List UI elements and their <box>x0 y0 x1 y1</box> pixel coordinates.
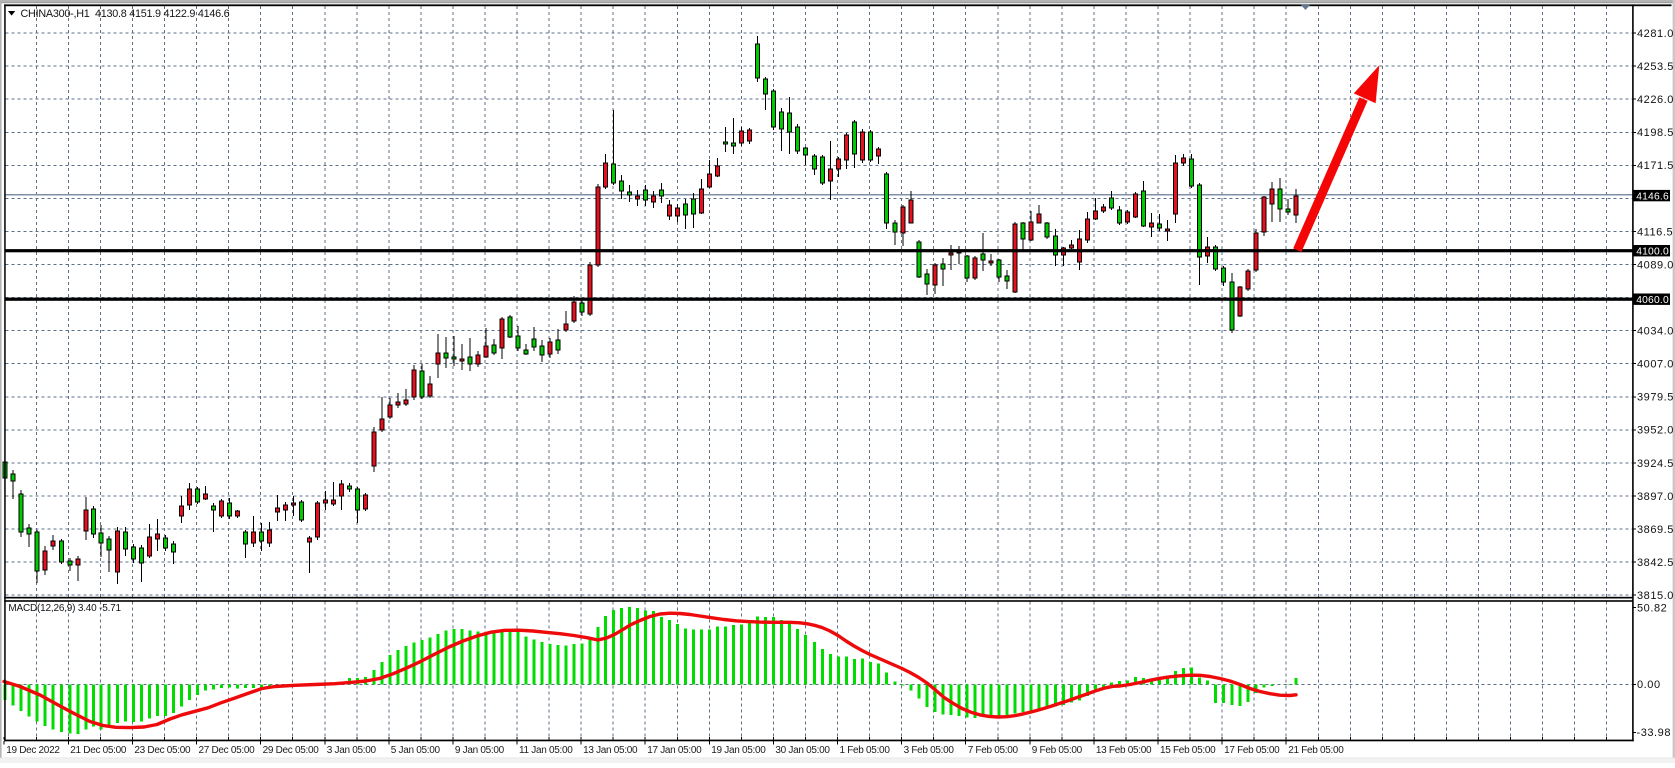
svg-text:1 Feb 05:00: 1 Feb 05:00 <box>840 745 891 756</box>
svg-text:4226.0: 4226.0 <box>1637 94 1674 106</box>
svg-text:13 Jan 05:00: 13 Jan 05:00 <box>583 745 638 756</box>
svg-text:30 Jan 05:00: 30 Jan 05:00 <box>775 745 830 756</box>
svg-text:MACD(12,26,9) 3.40 -5.71: MACD(12,26,9) 3.40 -5.71 <box>8 603 121 614</box>
svg-text:19 Jan 05:00: 19 Jan 05:00 <box>711 745 766 756</box>
svg-text:3 Feb 05:00: 3 Feb 05:00 <box>904 745 955 756</box>
svg-text:13 Feb 05:00: 13 Feb 05:00 <box>1096 745 1152 756</box>
svg-text:3842.5: 3842.5 <box>1637 557 1674 569</box>
svg-text:3897.0: 3897.0 <box>1637 491 1674 503</box>
svg-text:9 Jan 05:00: 9 Jan 05:00 <box>455 745 505 756</box>
svg-text:17 Feb 05:00: 17 Feb 05:00 <box>1224 745 1280 756</box>
svg-text:3815.0: 3815.0 <box>1637 590 1674 602</box>
svg-text:15 Feb 05:00: 15 Feb 05:00 <box>1160 745 1216 756</box>
svg-text:4034.0: 4034.0 <box>1637 326 1674 338</box>
svg-text:23 Dec 05:00: 23 Dec 05:00 <box>134 745 191 756</box>
svg-text:11 Jan 05:00: 11 Jan 05:00 <box>519 745 573 756</box>
svg-text:19 Dec 2022: 19 Dec 2022 <box>6 745 60 756</box>
svg-text:3979.5: 3979.5 <box>1637 392 1674 404</box>
svg-text:4281.0: 4281.0 <box>1637 28 1674 40</box>
svg-text:5 Jan 05:00: 5 Jan 05:00 <box>391 745 441 756</box>
svg-text:50.82: 50.82 <box>1637 603 1667 615</box>
svg-text:17 Jan 05:00: 17 Jan 05:00 <box>647 745 702 756</box>
svg-text:4198.5: 4198.5 <box>1637 127 1674 139</box>
svg-text:3 Jan 05:00: 3 Jan 05:00 <box>327 745 377 756</box>
svg-text:3952.0: 3952.0 <box>1637 425 1674 437</box>
svg-text:21 Feb 05:00: 21 Feb 05:00 <box>1288 745 1344 756</box>
svg-text:CHINA300-,H1 4130.8 4151.9 41: CHINA300-,H1 4130.8 4151.9 4122.9 4146.6 <box>21 8 230 20</box>
svg-text:4100.0: 4100.0 <box>1636 247 1669 258</box>
svg-text:4116.5: 4116.5 <box>1637 226 1673 238</box>
svg-text:21 Dec 05:00: 21 Dec 05:00 <box>70 745 127 756</box>
svg-text:-33.98: -33.98 <box>1637 727 1672 739</box>
svg-text:9 Feb 05:00: 9 Feb 05:00 <box>1032 745 1083 756</box>
svg-text:4007.0: 4007.0 <box>1637 359 1674 371</box>
svg-text:29 Dec 05:00: 29 Dec 05:00 <box>263 745 320 756</box>
svg-text:27 Dec 05:00: 27 Dec 05:00 <box>199 745 256 756</box>
svg-text:0.00: 0.00 <box>1637 679 1661 691</box>
svg-text:4089.0: 4089.0 <box>1637 259 1674 271</box>
svg-text:3924.5: 3924.5 <box>1637 458 1674 470</box>
svg-text:4171.5: 4171.5 <box>1637 160 1674 172</box>
svg-text:7 Feb 05:00: 7 Feb 05:00 <box>968 745 1019 756</box>
svg-text:4146.6: 4146.6 <box>1636 191 1669 202</box>
svg-text:3869.5: 3869.5 <box>1637 524 1674 536</box>
svg-text:4253.5: 4253.5 <box>1637 61 1674 73</box>
svg-text:4060.0: 4060.0 <box>1636 295 1669 306</box>
